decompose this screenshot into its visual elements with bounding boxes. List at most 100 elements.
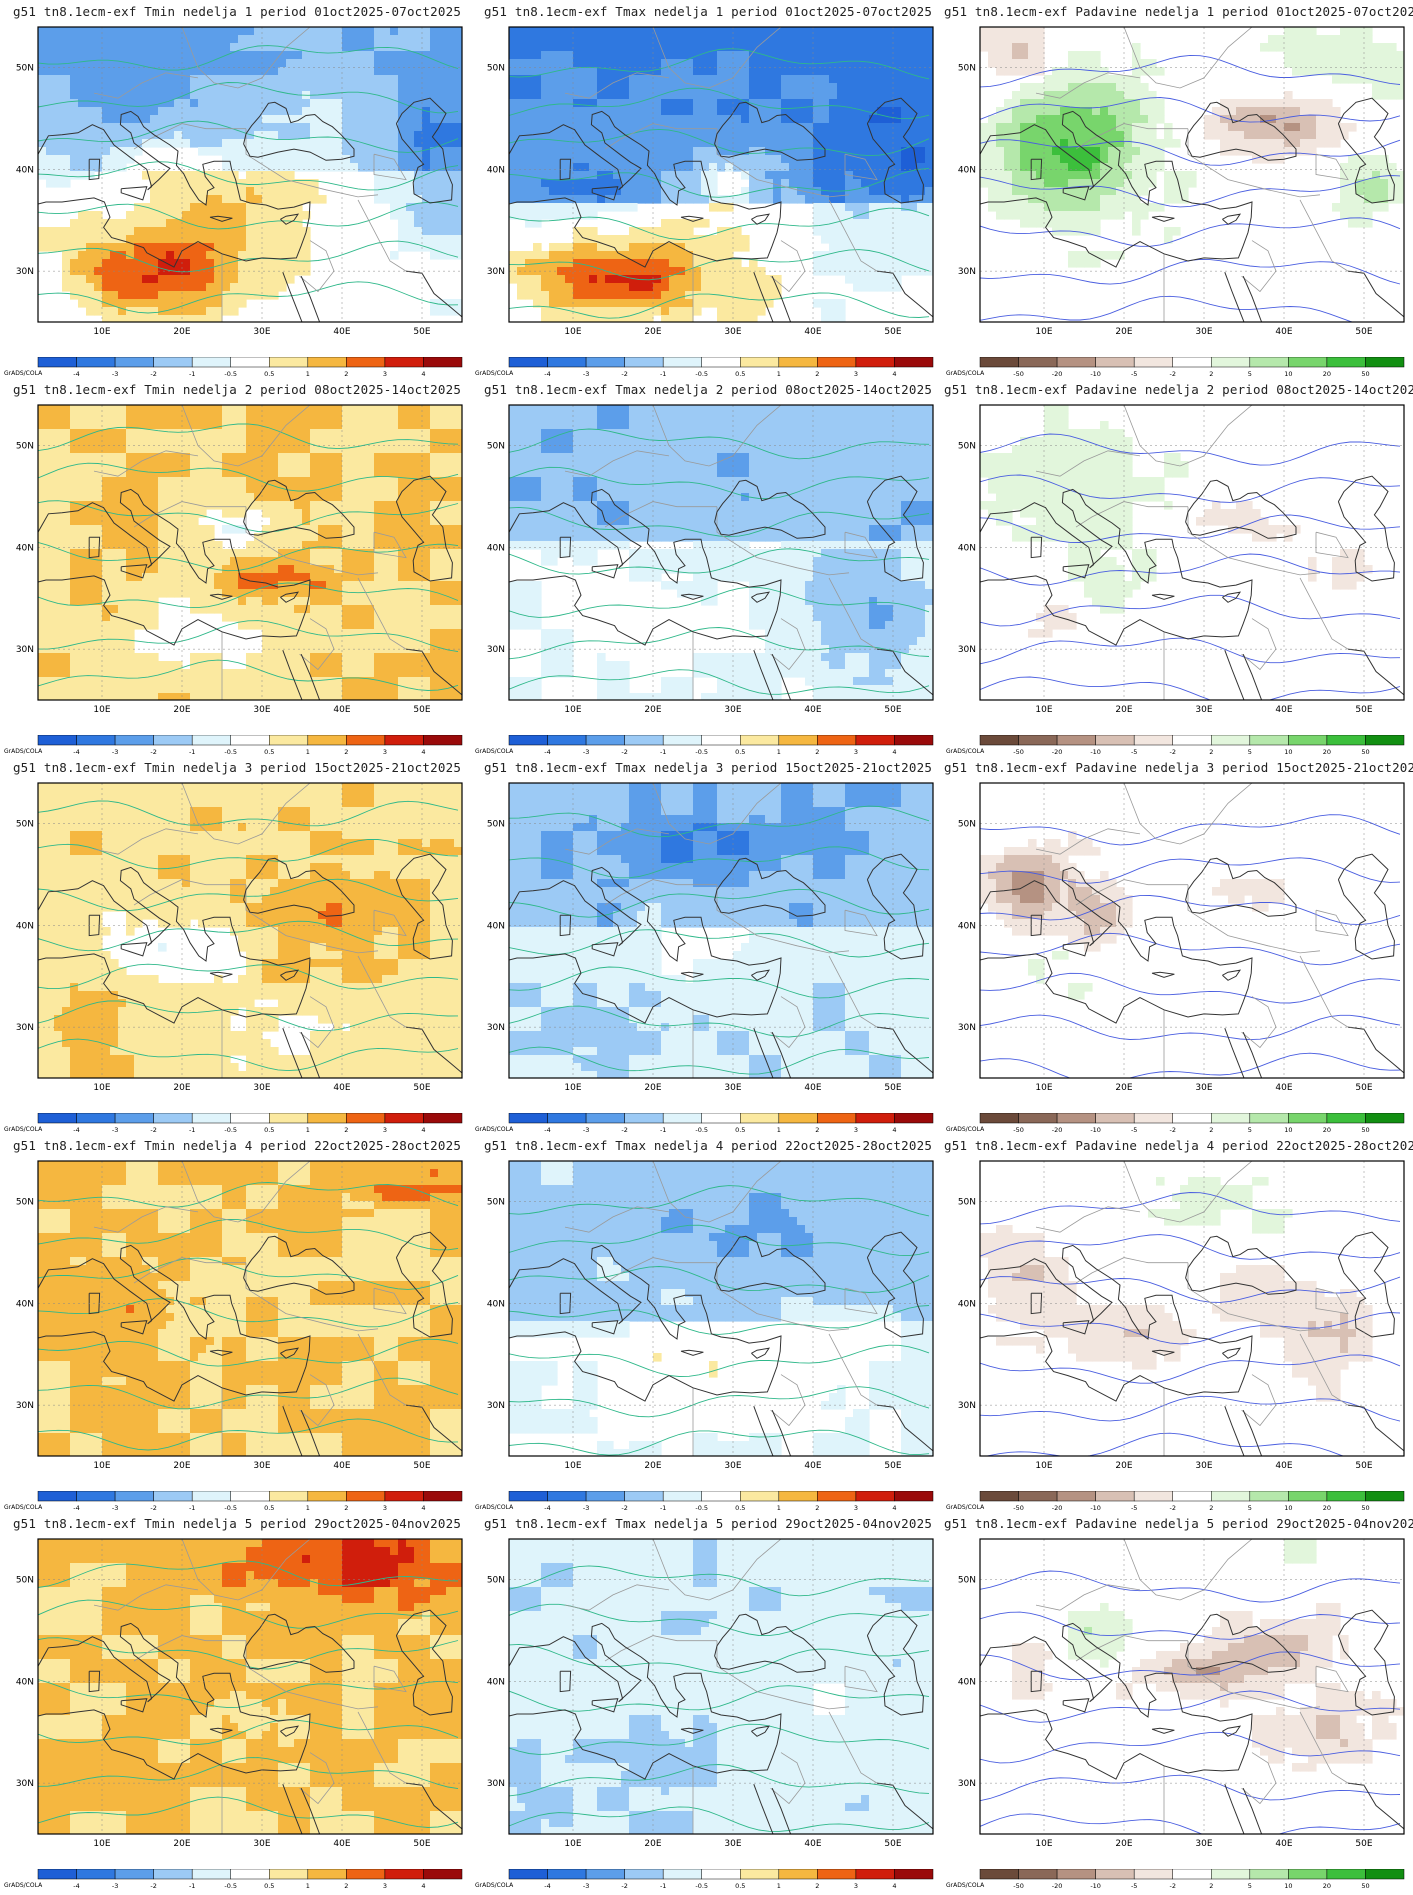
anomaly-cell (142, 139, 151, 148)
anomaly-cell (150, 115, 159, 124)
anomaly-cell (661, 91, 670, 100)
anomaly-cell (533, 219, 542, 228)
coastline (1151, 215, 1175, 222)
anomaly-cell (382, 187, 391, 196)
anomaly-cell (54, 477, 63, 486)
anomaly-cell (581, 139, 590, 148)
anomaly-cell (366, 99, 375, 108)
anomaly-cell (1092, 123, 1101, 132)
anomaly-cell (637, 283, 646, 292)
anomaly-cell (206, 251, 215, 260)
anomaly-cell (326, 533, 335, 542)
anomaly-cell (190, 445, 199, 454)
anomaly-cell (358, 131, 367, 140)
anomaly-cell (1028, 59, 1037, 68)
anomaly-cell (278, 517, 287, 526)
anomaly-cell (78, 283, 87, 292)
anomaly-cell (925, 195, 933, 204)
anomaly-cell (1100, 91, 1109, 100)
anomaly-cell (853, 259, 862, 268)
anomaly-cell (789, 107, 798, 116)
anomaly-cell (150, 83, 159, 92)
anomaly-cell (270, 147, 279, 156)
anomaly-cell (605, 163, 614, 172)
anomaly-cell (70, 405, 79, 414)
anomaly-cell (1268, 107, 1277, 116)
anomaly-cell (230, 453, 239, 462)
anomaly-cell (901, 139, 910, 148)
anomaly-cell (198, 123, 207, 132)
anomaly-cell (909, 139, 918, 148)
anomaly-cell (853, 195, 862, 204)
anomaly-cell (629, 187, 638, 196)
anomaly-cell (909, 131, 918, 140)
anomaly-cell (142, 235, 151, 244)
anomaly-cell (206, 147, 215, 156)
anomaly-cell (446, 155, 455, 164)
anomaly-cell (733, 291, 742, 300)
anomaly-cell (781, 163, 790, 172)
country-border (564, 72, 670, 99)
anomaly-cell (1164, 227, 1173, 236)
anomaly-cell (310, 35, 319, 44)
anomaly-cell (166, 291, 175, 300)
anomaly-cell (909, 67, 918, 76)
anomaly-cell (909, 219, 918, 228)
anomaly-cell (382, 501, 391, 510)
anomaly-cell (1108, 155, 1117, 164)
anomaly-cell (677, 51, 686, 60)
anomaly-cell (1316, 107, 1325, 116)
anomaly-cell (789, 27, 798, 36)
anomaly-cell (62, 35, 71, 44)
anomaly-cell (174, 187, 183, 196)
anomaly-cell (446, 123, 455, 132)
anomaly-cell (1036, 187, 1045, 196)
anomaly-cell (222, 461, 231, 470)
anomaly-cell (1044, 139, 1053, 148)
anomaly-cell (262, 509, 271, 518)
anomaly-cell (509, 195, 518, 204)
anomaly-cell (645, 275, 654, 284)
anomaly-cell (38, 477, 47, 486)
anomaly-cell (709, 59, 718, 68)
anomaly-cell (430, 477, 439, 486)
anomaly-cell (549, 91, 558, 100)
anomaly-cell (1308, 115, 1317, 124)
anomaly-cell (1260, 139, 1269, 148)
anomaly-cell (190, 35, 199, 44)
anomaly-cell (1028, 203, 1037, 212)
anomaly-cell (206, 469, 215, 478)
anomaly-cell (190, 429, 199, 438)
anomaly-cell (980, 43, 989, 52)
anomaly-cell (198, 115, 207, 124)
anomaly-cell (988, 59, 997, 68)
anomaly-cell (1148, 155, 1157, 164)
anomaly-cell (214, 461, 223, 470)
anomaly-cell (1372, 195, 1381, 204)
anomaly-cell (685, 139, 694, 148)
anomaly-cell (581, 67, 590, 76)
anomaly-cell (230, 59, 239, 68)
anomaly-cell (1020, 67, 1029, 76)
anomaly-cell (38, 139, 47, 148)
anomaly-cell (725, 299, 734, 308)
anomaly-cell (877, 91, 886, 100)
anomaly-cell (1068, 171, 1077, 180)
anomaly-cell (1036, 147, 1045, 156)
anomaly-cell (1068, 259, 1077, 268)
anomaly-cell (677, 155, 686, 164)
anomaly-cell (1252, 147, 1261, 156)
anomaly-cell (166, 485, 175, 494)
anomaly-cell (398, 485, 407, 494)
anomaly-cell (350, 437, 359, 446)
anomaly-cell (326, 83, 335, 92)
anomaly-cell (557, 27, 566, 36)
anomaly-cell (158, 35, 167, 44)
anomaly-cell (206, 437, 215, 446)
anomaly-cell (406, 131, 415, 140)
anomaly-cell (1300, 139, 1309, 148)
anomaly-cell (621, 251, 630, 260)
anomaly-cell (573, 235, 582, 244)
anomaly-cell (1380, 171, 1389, 180)
anomaly-cell (374, 147, 383, 156)
